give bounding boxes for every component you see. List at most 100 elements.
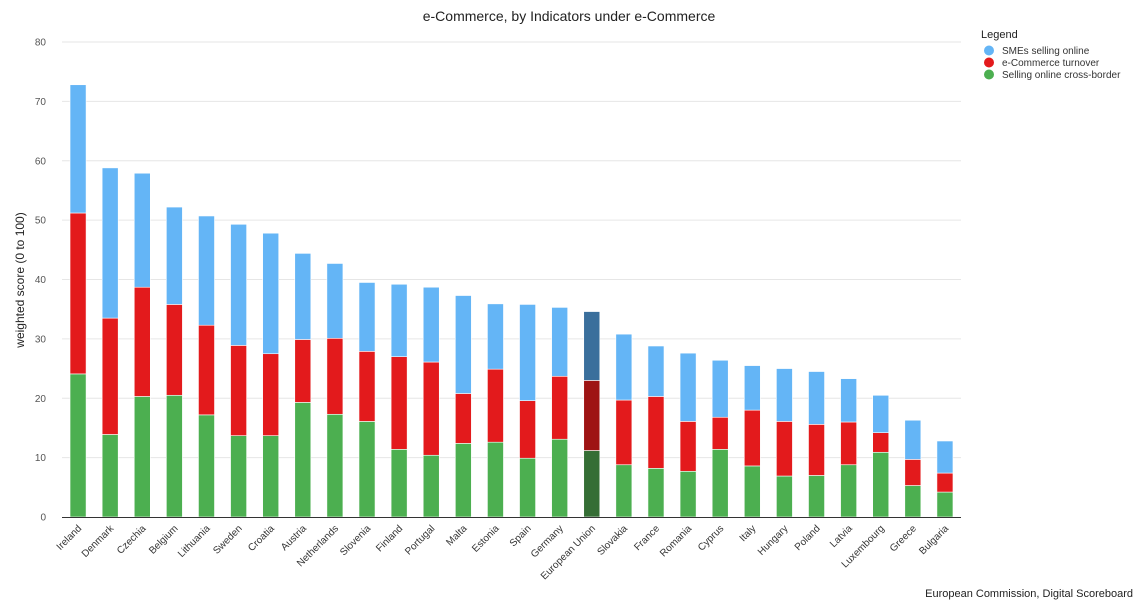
x-tick-label: Croatia	[246, 523, 277, 554]
bar-segment	[390, 283, 408, 357]
bar-segment	[487, 441, 504, 518]
legend-item-label: SMEs selling online	[1002, 46, 1090, 57]
bar-segment	[455, 393, 472, 444]
bars	[69, 84, 954, 518]
y-tick-label: 30	[35, 334, 47, 345]
bar-segment	[615, 399, 633, 466]
bar-segment	[711, 449, 729, 518]
x-tick-label: Italy	[738, 523, 759, 544]
bar-segment	[166, 394, 183, 518]
bar-segment	[808, 371, 825, 425]
bar-segment	[487, 368, 504, 443]
bar-segment	[743, 365, 761, 411]
chart-title: e-Commerce, by Indicators under e-Commer…	[423, 8, 716, 24]
bar-segment	[133, 286, 151, 397]
bar-segment	[262, 353, 280, 436]
y-tick-label: 40	[35, 275, 47, 286]
y-tick-label: 50	[35, 216, 47, 227]
bar-segment	[743, 409, 761, 467]
bar-segment	[294, 253, 312, 340]
bar-segment	[647, 468, 665, 518]
x-tick-label: Finland	[374, 523, 405, 554]
bar-segment	[519, 457, 536, 518]
x-tick-label: Poland	[793, 523, 823, 553]
bar-segment	[101, 167, 119, 319]
x-tick-label: Romania	[658, 523, 694, 559]
bar-segment	[551, 375, 568, 440]
x-tick-label: Denmark	[80, 523, 117, 560]
y-axis-ticks: 0 10 20 30 40 50 60 70 80	[35, 38, 47, 524]
bar-segment	[711, 359, 729, 418]
y-tick-label: 10	[35, 453, 47, 464]
bar-segment	[647, 345, 665, 397]
bar-segment	[455, 443, 472, 518]
bar-segment	[583, 380, 601, 451]
bar-segment	[166, 206, 183, 305]
x-tick-label: Cyprus	[696, 523, 726, 553]
bar-segment	[390, 356, 408, 450]
bar-segment	[198, 414, 215, 518]
bar-segment	[230, 223, 247, 346]
x-tick-label: Malta	[444, 523, 469, 548]
bar-segment	[133, 396, 151, 518]
x-tick-label: Lithuania	[176, 523, 213, 560]
bar-segment	[230, 345, 247, 436]
x-tick-label: Latvia	[828, 523, 855, 550]
y-tick-label: 60	[35, 156, 47, 167]
bar-segment	[551, 307, 568, 377]
bar-segment	[872, 394, 890, 433]
y-axis-label: weighted score (0 to 100)	[13, 212, 27, 348]
bar-segment	[198, 324, 215, 416]
bar-segment	[487, 303, 504, 370]
bar-segment	[519, 304, 536, 401]
bar-segment	[133, 172, 151, 288]
bar-segment	[679, 470, 697, 518]
bar-segment	[230, 435, 247, 518]
legend-swatch	[984, 57, 994, 68]
bar-segment	[326, 263, 344, 339]
x-axis-ticks: IrelandDenmarkCzechiaBelgiumLithuaniaSwe…	[55, 523, 952, 583]
x-tick-label: Slovakia	[595, 523, 630, 558]
bar-segment	[776, 421, 793, 477]
x-tick-label: Austria	[279, 523, 309, 553]
bar-segment	[294, 339, 312, 403]
bar-segment	[776, 368, 793, 422]
legend-swatch	[984, 69, 994, 80]
x-tick-label: France	[632, 523, 662, 553]
x-tick-label: Slovenia	[338, 523, 373, 558]
bar-segment	[422, 454, 440, 518]
bar-segment	[166, 304, 183, 396]
x-tick-label: Hungary	[756, 523, 791, 558]
bar-segment	[358, 421, 376, 518]
bar-segment	[422, 361, 440, 456]
bar-segment	[262, 232, 280, 355]
bar-segment	[101, 317, 119, 435]
x-tick-label: Sweden	[211, 523, 244, 556]
bar-segment	[583, 311, 601, 381]
bar-segment	[583, 450, 601, 518]
x-tick-label: Estonia	[470, 523, 502, 555]
bar-segment	[743, 465, 761, 518]
gridlines	[62, 41, 961, 459]
x-tick-label: Czechia	[115, 523, 149, 557]
y-tick-label: 80	[35, 38, 47, 49]
bar-segment	[69, 212, 87, 375]
bar-segment	[647, 396, 665, 469]
bar-segment	[904, 459, 922, 486]
bar-segment	[262, 435, 280, 518]
bar-segment	[808, 475, 825, 518]
bar-segment	[904, 485, 922, 518]
bar-segment	[615, 464, 633, 518]
y-tick-label: 0	[40, 513, 46, 524]
bar-segment	[904, 419, 922, 460]
bar-segment	[808, 424, 825, 476]
bar-segment	[872, 432, 890, 453]
x-tick-label: Spain	[508, 523, 534, 549]
y-tick-label: 70	[35, 97, 47, 108]
bar-segment	[711, 416, 729, 450]
legend-item-label: Selling online cross-border	[1002, 70, 1121, 81]
x-tick-label: Ireland	[55, 523, 84, 552]
x-tick-label: Greece	[888, 523, 919, 554]
bar-segment	[326, 413, 344, 518]
